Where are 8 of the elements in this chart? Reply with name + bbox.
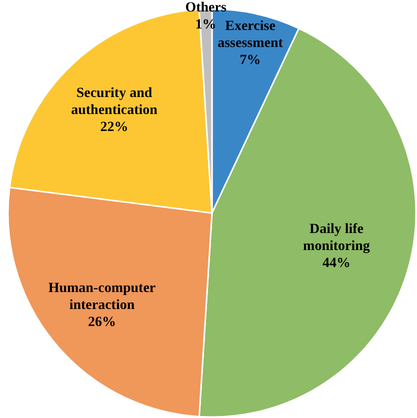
slice-label: Security and authentication (71, 86, 158, 118)
slice-label: Daily life monitoring (303, 222, 370, 254)
data-label: 7% (240, 52, 261, 68)
data-label: 22% (100, 120, 128, 135)
data-label: 44% (322, 256, 350, 271)
slice-label: Human-computer interaction (48, 281, 156, 314)
data-label: 26% (88, 315, 116, 330)
slice-label: Exercise assessment (218, 18, 284, 51)
